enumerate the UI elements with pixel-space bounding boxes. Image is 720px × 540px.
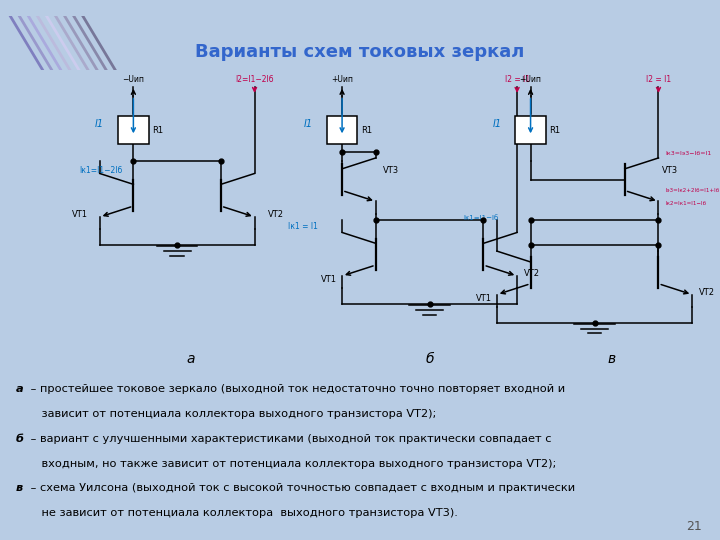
Text: I2=I1−2Iб: I2=I1−2Iб: [235, 75, 274, 84]
Text: Iк1=I1−Iб: Iк1=I1−Iб: [463, 215, 498, 221]
Text: а: а: [186, 352, 195, 366]
Bar: [327, 116, 357, 144]
Text: – схема Уилсона (выходной ток с высокой точностью совпадает с входным и практиче: – схема Уилсона (выходной ток с высокой …: [27, 483, 575, 494]
Text: R1: R1: [152, 125, 163, 134]
Text: R1: R1: [549, 125, 561, 134]
Text: Iк1=I1−2Iб: Iк1=I1−2Iб: [79, 166, 123, 176]
Text: I1: I1: [95, 119, 104, 129]
Text: VT3: VT3: [382, 166, 399, 176]
Text: – простейшее токовое зеркало (выходной ток недостаточно точно повторяет входной : – простейшее токовое зеркало (выходной т…: [27, 384, 565, 394]
Text: Iэ3=Iк2+2Iб=I1+Iб: Iэ3=Iк2+2Iб=I1+Iб: [665, 188, 719, 193]
Text: VT1: VT1: [320, 275, 337, 284]
Text: Варианты схем токовых зеркал: Варианты схем токовых зеркал: [195, 43, 525, 60]
Text: входным, но также зависит от потенциала коллектора выходного транзистора VT2);: входным, но также зависит от потенциала …: [27, 458, 557, 469]
Text: зависит от потенциала коллектора выходного транзистора VT2);: зависит от потенциала коллектора выходно…: [27, 409, 437, 419]
Text: VT2: VT2: [268, 210, 284, 219]
Text: +Uип: +Uип: [331, 75, 353, 84]
Text: 21: 21: [686, 521, 702, 534]
Text: VT2: VT2: [524, 269, 540, 278]
Text: VT3: VT3: [662, 166, 678, 176]
Text: а: а: [16, 384, 24, 394]
Text: I2 = I1: I2 = I1: [505, 75, 530, 84]
Text: I1: I1: [304, 119, 313, 129]
Text: VT1: VT1: [475, 294, 492, 303]
Text: – вариант с улучшенными характеристиками (выходной ток практически совпадает с: – вариант с улучшенными характеристиками…: [27, 434, 552, 444]
Bar: [118, 116, 148, 144]
Text: не зависит от потенциала коллектора  выходного транзистора VT3).: не зависит от потенциала коллектора выхо…: [27, 508, 458, 518]
Text: Iк1 = I1: Iк1 = I1: [288, 222, 318, 231]
Text: б: б: [16, 434, 24, 444]
Text: I1: I1: [492, 119, 501, 129]
Text: +Uип: +Uип: [520, 75, 541, 84]
Text: в: в: [16, 483, 23, 494]
Text: R1: R1: [361, 125, 372, 134]
Bar: [516, 116, 546, 144]
Text: в: в: [607, 352, 616, 366]
Text: I2 = I1: I2 = I1: [646, 75, 671, 84]
Text: VT2: VT2: [699, 288, 715, 296]
Text: Iк3=Iэ3−Iб=I1: Iк3=Iэ3−Iб=I1: [665, 151, 711, 156]
Text: −Uип: −Uип: [122, 75, 145, 84]
Text: б: б: [426, 352, 434, 366]
Text: Iк2=Iк1=I1−Iб: Iк2=Iк1=I1−Iб: [665, 200, 706, 206]
Text: VT1: VT1: [71, 210, 88, 219]
